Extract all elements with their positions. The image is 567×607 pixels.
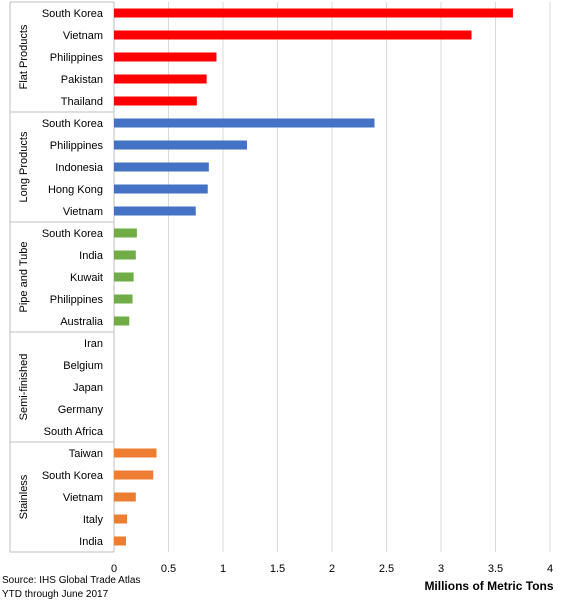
- bar: [114, 470, 154, 480]
- category-label: Vietnam: [63, 492, 103, 504]
- category-label: Kuwait: [70, 272, 103, 284]
- group-label: Semi-finished: [18, 354, 30, 421]
- source-note: Source: IHS Global Trade Atlas: [2, 575, 141, 586]
- x-tick-label: 2: [329, 563, 335, 575]
- x-tick-label: 1: [220, 563, 226, 575]
- bar: [114, 514, 128, 524]
- bar: [114, 140, 247, 150]
- bar: [114, 448, 157, 458]
- category-label: Thailand: [61, 96, 103, 108]
- category-label: Iran: [84, 338, 103, 350]
- bar: [114, 316, 130, 326]
- x-tick-label: 3.5: [488, 563, 503, 575]
- bar: [114, 272, 134, 282]
- x-tick-label: 4: [547, 563, 553, 575]
- x-tick-label: 3: [438, 563, 444, 575]
- x-tick-label: 0: [111, 563, 117, 575]
- category-label: Vietnam: [63, 30, 103, 42]
- category-label: Philippines: [50, 52, 104, 64]
- category-label: Hong Kong: [48, 184, 103, 196]
- category-label: Pakistan: [61, 74, 103, 86]
- category-label: South Africa: [44, 426, 104, 438]
- date-range-note: YTD through June 2017: [2, 589, 109, 600]
- bar: [114, 118, 375, 128]
- group-label: Long Products: [18, 131, 30, 202]
- category-label: Vietnam: [63, 206, 103, 218]
- x-axis-title: Millions of Metric Tons: [424, 579, 553, 593]
- x-tick-label: 1.5: [270, 563, 285, 575]
- category-label: Australia: [60, 316, 104, 328]
- x-tick-label: 0.5: [161, 563, 176, 575]
- group-label: Stainless: [18, 474, 30, 519]
- category-label: India: [79, 536, 104, 548]
- group-label: Flat Products: [18, 24, 30, 89]
- category-label: Belgium: [63, 360, 103, 372]
- category-label: Philippines: [50, 294, 104, 306]
- category-label: Indonesia: [55, 162, 104, 174]
- category-label: Philippines: [50, 140, 104, 152]
- group-label: Pipe and Tube: [18, 242, 30, 313]
- category-label: South Korea: [42, 118, 104, 130]
- category-label: South Korea: [42, 470, 104, 482]
- bar: [114, 52, 217, 62]
- bar: [114, 294, 133, 304]
- category-label: India: [79, 250, 104, 262]
- bar: [114, 162, 209, 172]
- bar: [114, 8, 513, 18]
- category-label: Italy: [83, 514, 104, 526]
- bar: [114, 250, 136, 260]
- bar: [114, 228, 137, 238]
- bar: [114, 30, 472, 40]
- bar: [114, 206, 196, 216]
- bar: [114, 96, 197, 106]
- bar: [114, 74, 207, 84]
- category-label: Japan: [73, 382, 103, 394]
- bar: [114, 492, 136, 502]
- category-label: South Korea: [42, 228, 104, 240]
- category-label: South Korea: [42, 8, 104, 20]
- x-tick-label: 2.5: [379, 563, 394, 575]
- category-label: Germany: [58, 404, 104, 416]
- bar: [114, 184, 208, 194]
- bar: [114, 536, 126, 546]
- category-label: Taiwan: [69, 448, 103, 460]
